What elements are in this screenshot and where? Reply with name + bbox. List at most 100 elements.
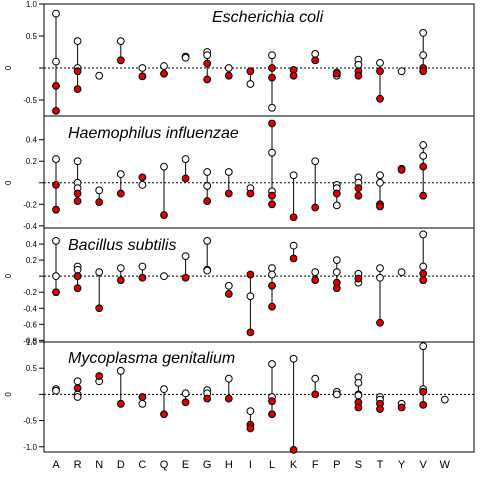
filled-point	[52, 106, 60, 115]
x-tick-label: P	[333, 459, 340, 471]
y-tick-label: -0.8	[23, 336, 37, 345]
filled-point	[116, 399, 125, 408]
open-point	[203, 266, 212, 275]
open-point	[181, 155, 190, 163]
open-point	[181, 389, 190, 398]
open-point	[311, 374, 320, 383]
open-point	[354, 378, 363, 387]
filled-point	[354, 191, 363, 200]
open-point	[419, 262, 428, 271]
filled-point	[419, 162, 428, 171]
filled-point	[419, 276, 428, 285]
y-tick-label: 0.4	[26, 136, 38, 145]
open-point	[52, 155, 60, 163]
filled-point	[376, 405, 384, 413]
open-point	[181, 53, 190, 62]
open-point	[268, 264, 276, 273]
filled-point	[160, 410, 168, 419]
open-point	[397, 67, 406, 76]
x-tick-label: A	[52, 459, 60, 471]
filled-point	[268, 410, 276, 419]
y-tick-label: 0.5	[26, 364, 38, 373]
filled-point	[332, 284, 341, 293]
filled-point	[203, 394, 212, 403]
open-point	[376, 178, 384, 187]
open-point	[116, 37, 125, 46]
chart-panel: -0.5 0.5 1.0 0 Escherichia coli	[4, 0, 475, 117]
open-point	[419, 151, 428, 160]
open-point	[52, 272, 60, 281]
open-point	[332, 201, 341, 210]
open-point	[73, 265, 82, 274]
filled-point	[138, 173, 147, 182]
filled-point	[289, 446, 298, 454]
panel-title: Mycoplasma genitalium	[68, 350, 235, 367]
open-point	[376, 171, 384, 180]
y-tick-label: -0.4	[23, 304, 37, 313]
filled-point	[397, 403, 406, 412]
filled-point	[268, 397, 276, 406]
x-tick-label: I	[249, 459, 252, 471]
panel-title: Bacillus subtilis	[68, 237, 176, 254]
filled-point	[138, 72, 147, 81]
open-point	[354, 60, 363, 69]
open-point	[311, 157, 320, 166]
filled-point	[246, 67, 255, 76]
filled-point	[52, 82, 60, 90]
y-tick-label: -0.2	[23, 288, 37, 297]
open-point	[332, 268, 341, 277]
filled-point	[73, 272, 82, 281]
x-tick-label: V	[420, 459, 428, 471]
open-point	[116, 264, 125, 273]
filled-point	[160, 69, 168, 78]
y-tick-label: -0.5	[23, 417, 37, 426]
filled-point	[116, 56, 125, 65]
open-point	[138, 399, 147, 408]
open-point	[246, 80, 255, 88]
filled-point	[52, 181, 60, 189]
x-tick-label: E	[182, 459, 189, 471]
open-point	[376, 264, 384, 273]
open-point	[440, 395, 449, 404]
filled-point	[311, 203, 320, 212]
y-axis-label: 0	[4, 392, 13, 397]
chart-panel: -0.4 -0.2 0.2 0.4 0 Haemophilus influenzae	[4, 115, 475, 231]
open-point	[203, 51, 212, 60]
filled-point	[73, 67, 82, 76]
open-point	[181, 252, 190, 260]
panel-title: Escherichia coli	[212, 9, 324, 26]
filled-point	[203, 59, 212, 68]
open-point	[138, 262, 147, 271]
open-point	[311, 268, 320, 277]
filled-point	[268, 119, 276, 128]
open-point	[224, 64, 233, 72]
filled-point	[116, 189, 125, 198]
open-point	[73, 393, 82, 401]
x-tick-label: L	[269, 459, 275, 471]
open-point	[419, 342, 428, 351]
open-point	[203, 168, 212, 176]
open-point	[224, 168, 233, 176]
open-point	[138, 181, 147, 189]
open-point	[419, 141, 428, 149]
filled-point	[376, 67, 384, 76]
filled-point	[289, 71, 298, 80]
filled-point	[268, 64, 276, 72]
filled-point	[311, 390, 320, 399]
open-point	[52, 236, 60, 245]
chart-panel: -1.0 -0.5 0.5 1.0 0 Mycoplasma genitalium	[4, 338, 475, 454]
filled-point	[268, 73, 276, 82]
y-tick-label: -0.4	[23, 222, 37, 231]
open-point	[160, 272, 168, 281]
open-point	[268, 270, 276, 279]
filled-point	[224, 71, 233, 80]
filled-point	[397, 165, 406, 174]
open-point	[419, 51, 428, 60]
open-point	[397, 268, 406, 277]
filled-point	[419, 269, 428, 278]
y-axis-label: 0	[4, 65, 13, 70]
open-point	[52, 386, 60, 395]
filled-point	[332, 189, 341, 198]
